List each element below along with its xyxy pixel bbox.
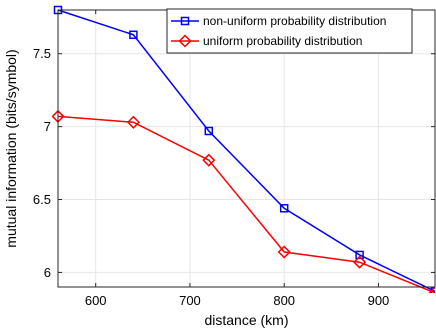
data-point-1-4 bbox=[353, 255, 367, 269]
y-tick-label: 7 bbox=[44, 119, 51, 134]
legend-entry-non-uniform: non-uniform probability distribution bbox=[203, 14, 386, 28]
grid-lines bbox=[58, 10, 435, 287]
legend: non-uniform probability distribution uni… bbox=[166, 8, 413, 54]
data-point-0-1 bbox=[129, 30, 138, 40]
x-tick-label: 600 bbox=[85, 293, 107, 308]
y-tick-label: 6.5 bbox=[33, 192, 51, 207]
series-line-0 bbox=[57, 9, 435, 293]
x-tick-label: 800 bbox=[273, 293, 295, 308]
data-point-1-5 bbox=[428, 286, 435, 293]
axis-ticks: 600 700 800 900 6 6.5 7 7.5 bbox=[33, 10, 435, 308]
y-axis-label: mutual information (bits/symbol) bbox=[3, 49, 19, 247]
data-point-1-1 bbox=[126, 115, 140, 129]
legend-entry-uniform: uniform probability distribution bbox=[203, 34, 362, 48]
data-point-0-2 bbox=[204, 126, 214, 136]
legend-box bbox=[166, 8, 413, 54]
series-line-1 bbox=[57, 115, 435, 293]
data-point-0-4 bbox=[355, 250, 364, 260]
legend-marker-square bbox=[180, 16, 190, 26]
data-point-0-3 bbox=[279, 204, 289, 213]
data-point-1-3 bbox=[277, 245, 291, 259]
x-tick-label: 900 bbox=[368, 293, 390, 308]
x-tick-label: 700 bbox=[179, 293, 201, 308]
y-tick-label: 6 bbox=[44, 265, 51, 280]
data-point-1-2 bbox=[202, 153, 216, 167]
y-tick-label: 7.5 bbox=[33, 46, 51, 61]
x-axis-label: distance (km) bbox=[204, 312, 288, 328]
legend-marker-diamond bbox=[178, 34, 192, 48]
